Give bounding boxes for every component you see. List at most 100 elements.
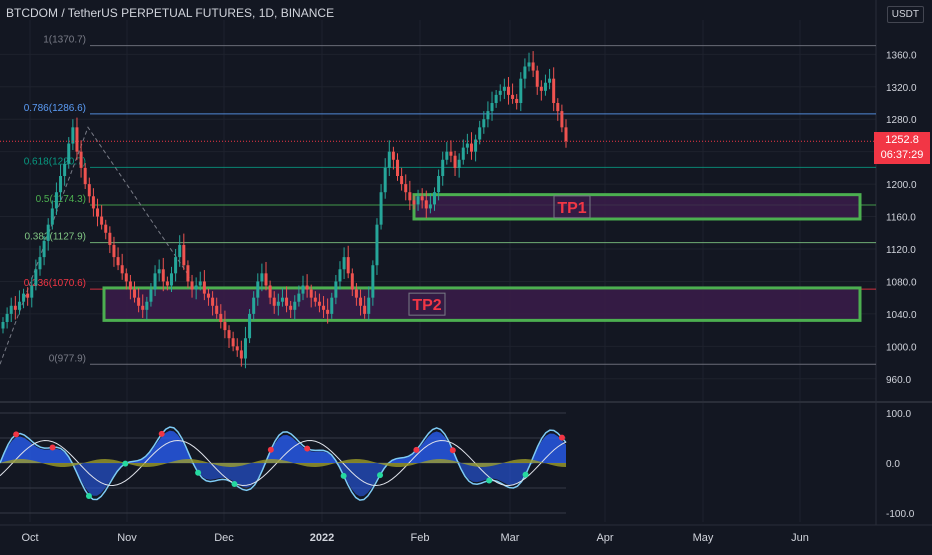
price-axis-tick: 1080.0 (886, 277, 917, 288)
zone-label: TP2 (412, 297, 441, 314)
price-axis-tick: 1360.0 (886, 50, 917, 61)
price-axis-tick: 1000.0 (886, 342, 917, 353)
candle-body (531, 62, 535, 71)
candle-body (108, 232, 112, 245)
candle (215, 297, 219, 319)
candle (75, 117, 79, 160)
candle (149, 283, 153, 307)
candle (190, 274, 194, 298)
candle (198, 271, 202, 291)
candle-body (260, 273, 264, 282)
candle (59, 164, 63, 201)
candle (91, 188, 95, 217)
candle-body (326, 309, 330, 314)
zone-label-box (408, 292, 446, 316)
candle-body (17, 301, 21, 310)
candle (248, 309, 252, 344)
currency-badge[interactable]: USDT (886, 6, 924, 23)
candle-body (252, 297, 256, 314)
osc-cross-dot (13, 431, 20, 438)
candle (445, 141, 449, 165)
candle (387, 140, 391, 176)
candle (371, 260, 375, 306)
candle-body (219, 313, 223, 322)
candle (256, 273, 260, 306)
time-axis-tick: 2022 (310, 532, 334, 544)
candle-body (227, 330, 231, 339)
candle (87, 177, 91, 203)
candle (527, 52, 531, 72)
osc-wave-positive (0, 430, 566, 463)
last-price-value: 1252.8 (885, 134, 919, 147)
candle-body (506, 86, 510, 95)
candle-body (215, 305, 219, 314)
candle-body (420, 196, 424, 201)
candle (494, 90, 498, 108)
candle-body (231, 338, 235, 347)
candle (379, 184, 383, 230)
candle-body (523, 66, 527, 79)
osc-cross-dot (558, 434, 565, 441)
candle (441, 151, 445, 186)
candle-body (9, 305, 13, 314)
candle (227, 325, 231, 348)
candle (260, 263, 264, 292)
candle-body (383, 167, 387, 193)
osc-cross-dot (304, 445, 311, 452)
candle (367, 286, 371, 321)
fib-level-label: 0.382(1127.9) (24, 232, 86, 243)
candle-body (511, 94, 515, 99)
candle (285, 286, 289, 313)
candle-body (26, 293, 30, 298)
candle (145, 296, 149, 320)
candle-body (75, 127, 79, 152)
osc-axis-tick: 0.0 (886, 459, 900, 470)
candle-body (548, 78, 552, 83)
candle (482, 111, 486, 134)
candle (548, 68, 552, 90)
candle (543, 74, 547, 96)
candle (26, 287, 30, 306)
candle (523, 58, 527, 89)
time-axis-tick: Mar (501, 532, 520, 544)
time-axis-tick: Dec (214, 532, 234, 544)
candle-body (445, 151, 449, 160)
time-axis-tick: Oct (21, 532, 38, 544)
candle (165, 276, 169, 291)
osc-cross-dot (231, 481, 238, 488)
candle-body (338, 269, 342, 282)
target-zone-tp2: TP2 (102, 286, 862, 322)
candle-body (424, 200, 428, 209)
candle-body (104, 224, 108, 233)
candle-body (285, 297, 289, 306)
candle (359, 289, 363, 316)
candle-body (206, 293, 210, 298)
candle-body (391, 151, 395, 160)
candle (408, 180, 412, 211)
candle-body (408, 192, 412, 201)
candle (556, 98, 560, 121)
candle (469, 132, 473, 160)
candle (297, 285, 301, 307)
candle (54, 182, 58, 215)
candle-body (137, 297, 141, 306)
candle-body (309, 289, 313, 298)
candle-body (50, 208, 54, 225)
candle (194, 277, 198, 300)
candle-body (346, 257, 350, 274)
candle (264, 261, 268, 291)
candle-body (552, 78, 556, 103)
candle-body (375, 224, 379, 266)
candle (416, 189, 420, 211)
candle-body (404, 184, 408, 193)
candle (490, 91, 494, 121)
candle-body (87, 184, 91, 197)
candle (202, 270, 206, 301)
candle-body (437, 176, 441, 193)
candle (268, 280, 272, 305)
candle (301, 275, 305, 301)
candle-body (161, 269, 165, 282)
candle-body (133, 289, 137, 298)
